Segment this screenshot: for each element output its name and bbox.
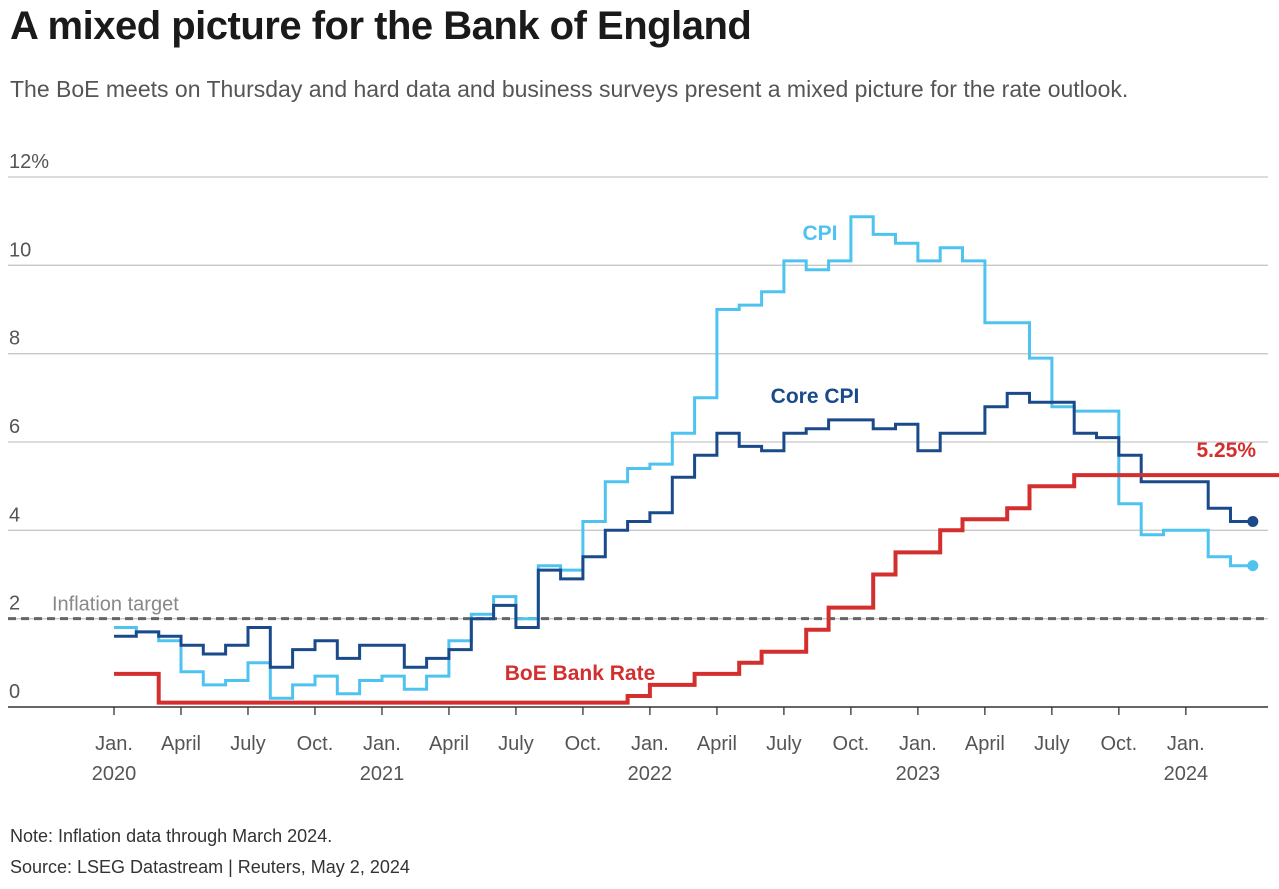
chart-source: Source: LSEG Datastream | Reuters, May 2… [10,857,410,877]
series-endpoint-core-cpi [1247,516,1259,527]
x-tick-label: April [697,733,737,755]
chart-note: Note: Inflation data through March 2024. [10,826,333,846]
x-tick-label: Jan. [363,733,401,755]
x-tick-label: Jan. [1167,733,1205,755]
y-tick-label: 4 [9,504,20,526]
series-endpoint-cpi [1247,560,1259,572]
x-tick-year: 2020 [92,763,137,785]
y-tick-label: 12% [9,151,49,173]
series-label: BoE Bank Rate [505,662,656,685]
series-label: Core CPI [771,385,860,408]
chart-title: A mixed picture for the Bank of England [10,4,752,48]
x-tick-year: 2022 [628,763,673,785]
x-tick-label: July [230,733,266,755]
x-tick-label: Oct. [1101,733,1138,755]
y-tick-label: 0 [9,681,20,703]
series-line-cpi [114,215,1253,700]
y-tick-label: 8 [9,328,20,350]
x-tick-label: Oct. [297,733,334,755]
x-tick-year: 2023 [896,763,941,785]
x-tick-year: 2021 [360,763,405,785]
series-end-label: 5.25% [1196,439,1256,462]
x-tick-label: April [161,733,201,755]
y-tick-label: 2 [9,593,20,615]
series-label: CPI [802,222,837,245]
x-tick-label: April [429,733,469,755]
y-tick-label: 10 [9,239,31,261]
x-tick-label: July [1034,733,1070,755]
x-tick-label: July [766,733,802,755]
x-tick-label: Jan. [95,733,133,755]
x-tick-label: Oct. [833,733,870,755]
chart-subtitle: The BoE meets on Thursday and hard data … [10,76,1129,102]
series-line-boe-bank-rate [114,473,1279,705]
x-tick-label: April [965,733,1005,755]
x-tick-label: Jan. [631,733,669,755]
inflation-target-label: Inflation target [52,594,179,616]
x-tick-label: Oct. [565,733,602,755]
y-tick-label: 6 [9,416,20,438]
x-tick-label: July [498,733,534,755]
x-tick-label: Jan. [899,733,937,755]
series-line-core-cpi [114,391,1253,669]
x-tick-year: 2024 [1164,763,1209,785]
